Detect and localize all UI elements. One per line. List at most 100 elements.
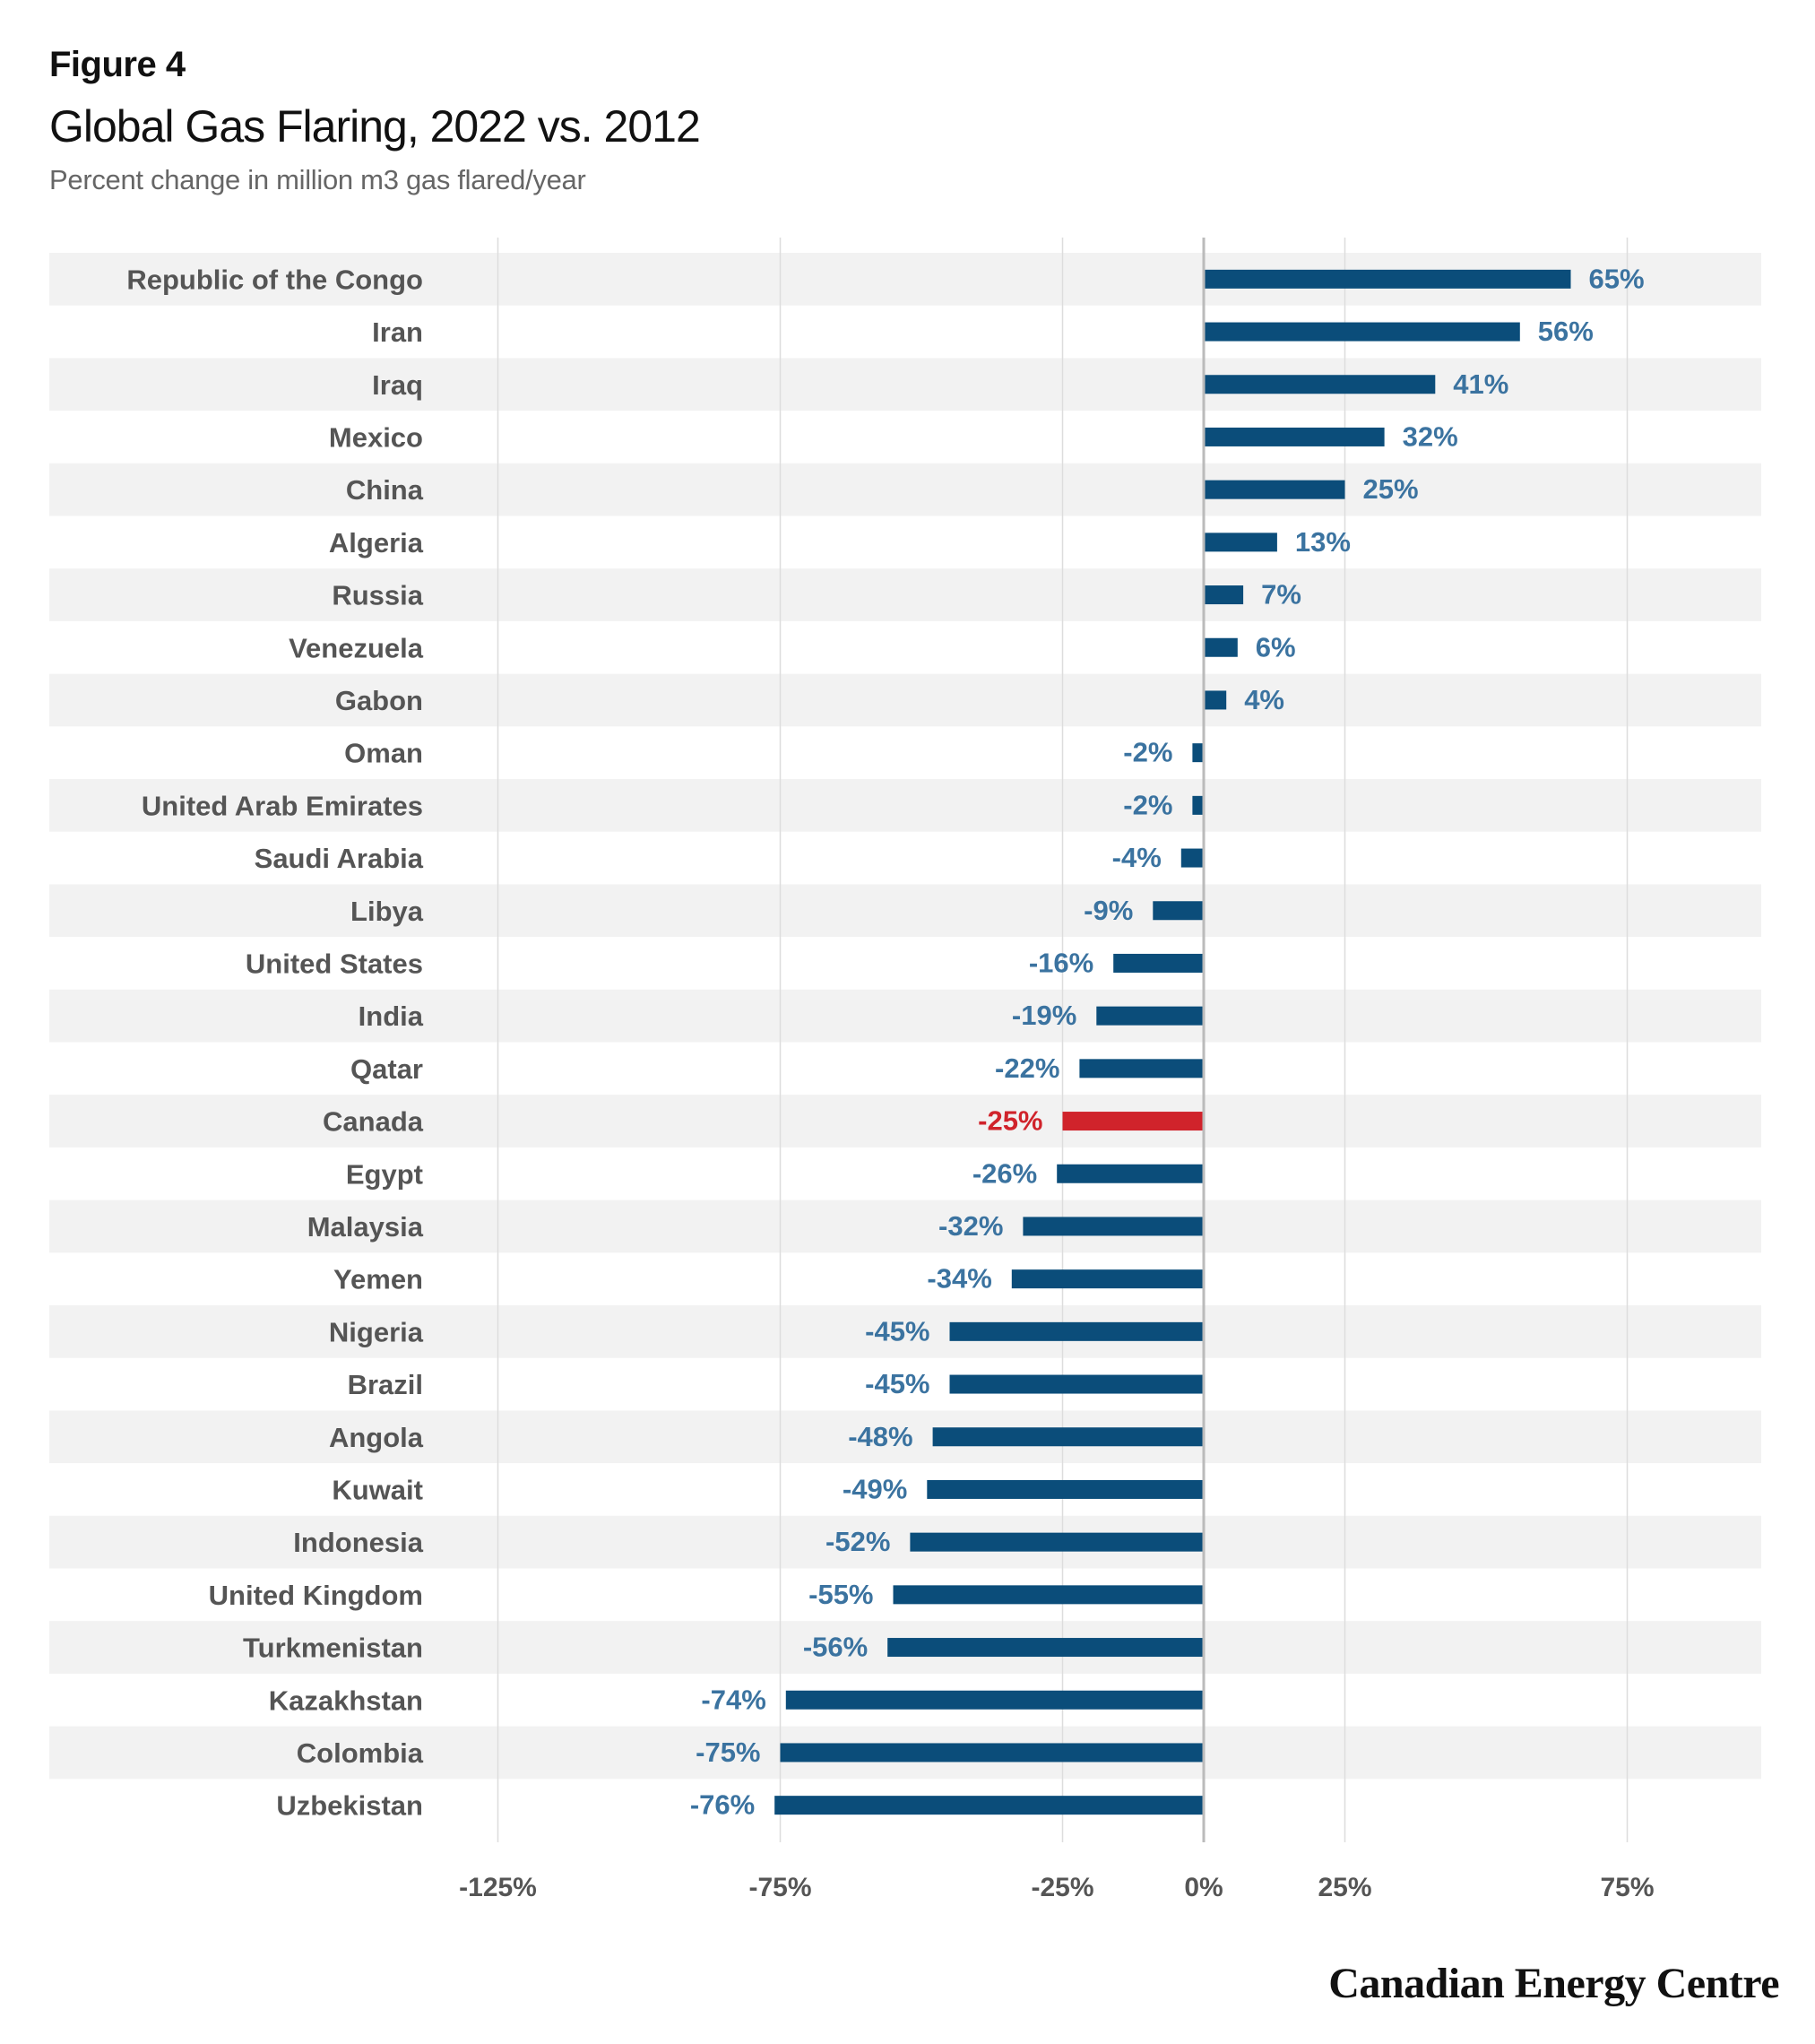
value-label: 4% [1244,684,1284,715]
x-tick-label: 75% [1600,1873,1654,1902]
value-label: -45% [865,1315,929,1347]
row-band [49,1095,1761,1148]
bar [1204,585,1244,605]
value-label: -2% [1123,789,1172,820]
row-band [49,779,1761,832]
x-tick-label: 25% [1318,1873,1371,1902]
bar [893,1585,1204,1605]
row-band [49,358,1761,411]
category-label: Iraq [372,369,423,401]
bar [1023,1217,1204,1236]
row-band [49,989,1761,1043]
value-label: -19% [1012,1000,1076,1031]
category-label: Qatar [350,1053,423,1085]
bar [1204,480,1345,499]
value-label: 32% [1403,420,1458,452]
category-label: United States [246,948,423,979]
bar [785,1690,1204,1710]
category-label: Angola [329,1422,424,1453]
category-label: Brazil [348,1369,423,1400]
bar [1204,269,1571,289]
value-label: -9% [1084,895,1133,926]
row-band [49,568,1761,621]
value-label: -45% [865,1368,929,1399]
value-label: -34% [927,1263,991,1295]
value-label: -76% [690,1789,755,1821]
value-label: 13% [1295,526,1351,558]
bar [1204,690,1227,710]
category-label: China [346,474,424,506]
row-band [49,884,1761,938]
bar [1180,848,1204,868]
category-label: Uzbekistan [276,1790,423,1822]
category-label: Turkmenistan [243,1633,423,1664]
category-label: Algeria [329,527,424,559]
bar [1113,953,1204,973]
category-label: Canada [323,1106,424,1138]
value-label: 7% [1261,579,1301,611]
category-label: Gabon [335,685,423,716]
figure-label: Figure 4 [49,45,186,84]
category-label: United Kingdom [209,1580,423,1611]
bar [887,1638,1204,1658]
value-label: 65% [1589,263,1645,294]
value-label: -22% [995,1052,1059,1084]
value-label: -75% [696,1737,760,1768]
bar [949,1374,1204,1394]
category-label: Russia [332,580,423,611]
category-label: Indonesia [293,1527,423,1558]
value-label: 41% [1453,368,1508,400]
category-label: United Arab Emirates [142,790,423,821]
bar [1011,1269,1204,1289]
bar [1096,1006,1204,1026]
chart-title: Global Gas Flaring, 2022 vs. 2012 [49,101,701,152]
bar [780,1743,1204,1763]
x-tick-label: 0% [1184,1873,1223,1902]
row-band [49,463,1761,516]
chart-subtitle: Percent change in million m3 gas flared/… [49,164,586,195]
bar [932,1427,1204,1447]
category-label: Nigeria [329,1316,424,1347]
category-label: Iran [372,316,423,348]
row-band [49,673,1761,727]
value-label: -48% [848,1421,912,1452]
row-band [49,1305,1761,1358]
category-label: Egypt [346,1158,423,1190]
value-label: -74% [701,1684,765,1715]
value-label: -32% [938,1210,1003,1242]
bar [910,1532,1204,1552]
bar [1192,795,1204,815]
bar [949,1321,1204,1341]
value-label: 56% [1538,316,1594,347]
value-label: -16% [1029,947,1093,978]
x-tick-label: -125% [459,1873,537,1902]
category-label: Colombia [297,1737,424,1769]
category-label: Saudi Arabia [255,843,424,874]
category-label: Yemen [333,1264,423,1295]
bar [1062,1112,1204,1131]
row-band [49,1515,1761,1569]
x-tick-label: -25% [1031,1873,1093,1902]
category-label: Kazakhstan [269,1685,423,1716]
bar [1192,743,1204,763]
bar [1204,427,1385,446]
bar [774,1796,1204,1815]
category-label: Republic of the Congo [126,264,423,295]
row-band [49,1200,1761,1253]
value-label: -52% [825,1526,890,1557]
category-label: India [359,1000,424,1032]
category-label: Libya [350,896,424,927]
bar [1204,533,1277,552]
category-label: Kuwait [332,1474,423,1505]
brand-logo-text: Canadian Energy Centre [1328,1960,1779,2007]
bar [1204,322,1520,342]
x-tick-label: -75% [748,1873,811,1902]
bar [1153,901,1204,921]
value-label: 6% [1256,631,1296,663]
category-label: Mexico [329,421,423,453]
value-label: -26% [972,1157,1037,1189]
value-label: 25% [1363,473,1419,505]
bar [1079,1059,1204,1078]
value-label: -25% [978,1105,1042,1137]
